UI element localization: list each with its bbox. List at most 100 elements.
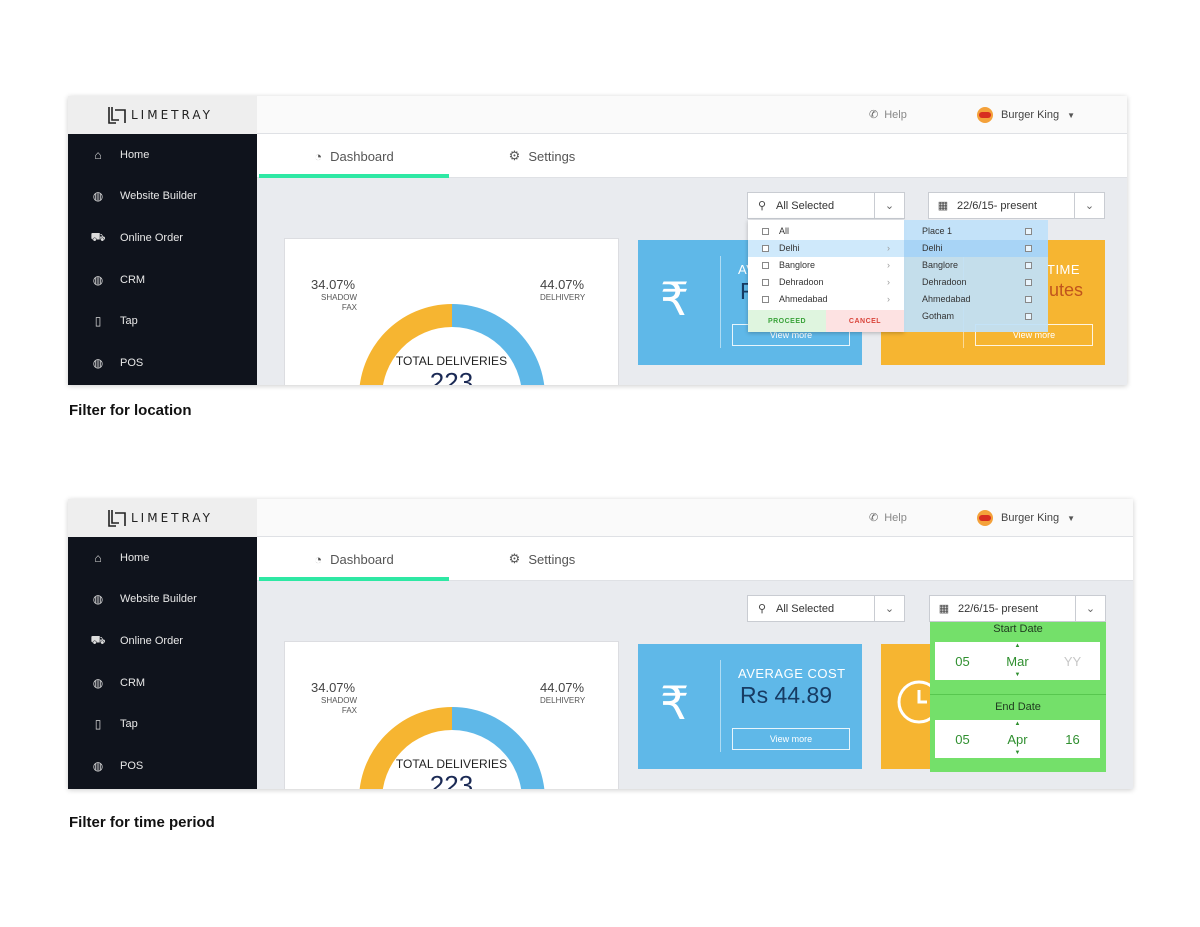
sidebar-item-label: POS xyxy=(120,356,144,369)
date-filter[interactable]: ▦ 22/6/15- present ⌄ xyxy=(928,192,1105,219)
help-link[interactable]: ✆ Help xyxy=(869,108,907,122)
decrement-arrow-icon[interactable]: ▼ xyxy=(1014,672,1021,678)
view-more-button[interactable]: View more xyxy=(732,728,850,750)
sidebar-item-pos[interactable]: ◍ POS xyxy=(68,745,257,787)
donut-slice-delhivery xyxy=(452,707,545,789)
place-option[interactable]: Place 1 xyxy=(904,223,1048,240)
left-percentage: 34.07% xyxy=(311,680,356,695)
sidebar-item-label: Online Order xyxy=(120,634,183,647)
donut-slice-delhivery xyxy=(452,304,545,385)
sidebar-item-online-order[interactable]: ⛟ Online Order xyxy=(68,620,257,662)
place-option[interactable]: Banglore xyxy=(904,257,1048,274)
chevron-down-icon[interactable]: ⌄ xyxy=(1075,596,1105,621)
date-picker-divider xyxy=(930,694,1106,695)
end-month[interactable]: Apr xyxy=(1007,731,1028,747)
account-menu[interactable]: Burger King ▼ xyxy=(977,510,1075,526)
gear-icon: ⚙ xyxy=(508,148,521,163)
sidebar-item-pos[interactable]: ◍ POS xyxy=(68,342,257,384)
phone-icon: ✆ xyxy=(869,512,879,524)
chevron-down-icon[interactable]: ⌄ xyxy=(1074,193,1104,218)
place-label: Delhi xyxy=(922,243,943,254)
sidebar-item-label: Website Builder xyxy=(120,190,197,203)
location-filter[interactable]: ⚲ All Selected ⌄ xyxy=(747,595,905,622)
city-option-ahmedabad[interactable]: Ahmedabad › xyxy=(748,291,904,308)
checkbox[interactable] xyxy=(762,261,769,269)
date-filter[interactable]: ▦ 22/6/15- present ⌄ xyxy=(929,595,1106,622)
start-day[interactable]: 05 xyxy=(955,653,970,669)
tab-dashboard[interactable]: ◔ Dashboard xyxy=(259,134,449,178)
burger-king-logo-icon xyxy=(977,510,993,526)
cancel-button[interactable]: CANCEL xyxy=(826,310,904,332)
sidebar-item-website-builder[interactable]: ◍ Website Builder xyxy=(68,579,257,621)
sidebar-item-website-builder[interactable]: ◍ Website Builder xyxy=(68,176,257,218)
checkbox[interactable] xyxy=(1025,244,1032,252)
chevron-right-icon: › xyxy=(887,277,890,288)
location-filter-value: All Selected xyxy=(776,602,835,615)
chevron-right-icon: › xyxy=(887,294,890,305)
location-dropdown: All Delhi › Banglore › Dehradoon › Ahmedaba… xyxy=(748,220,1048,332)
checkbox[interactable] xyxy=(762,295,769,303)
phone-icon: ▯ xyxy=(94,717,102,732)
increment-arrow-icon[interactable]: ▲ xyxy=(1014,721,1021,727)
sidebar-item-label: Home xyxy=(120,551,150,564)
home-icon: ⌂ xyxy=(94,147,102,162)
tab-settings[interactable]: ⚙ Settings xyxy=(487,134,597,178)
checkbox[interactable] xyxy=(1025,295,1032,303)
logo-text: LIMETRAY xyxy=(131,108,213,122)
end-day[interactable]: 05 xyxy=(955,731,970,747)
sidebar-item-tap[interactable]: ▯ Tap xyxy=(68,300,257,342)
checkbox[interactable] xyxy=(762,278,769,286)
donut-slice-shadowfax xyxy=(359,304,452,385)
chevron-down-icon[interactable]: ⌄ xyxy=(874,596,904,621)
help-link[interactable]: ✆ Help xyxy=(869,511,907,525)
logo[interactable]: LIMETRAY xyxy=(68,96,257,134)
top-bar: ✆ Help Burger King ▼ xyxy=(257,499,1133,537)
end-year[interactable]: 16 xyxy=(1065,731,1080,747)
tab-bar: ◔ Dashboard ⚙ Settings xyxy=(257,134,1127,178)
caption-time-filter: Filter for time period xyxy=(69,814,215,831)
checkbox[interactable] xyxy=(1025,261,1032,269)
city-option-banglore[interactable]: Banglore › xyxy=(748,257,904,274)
place-option[interactable]: Dehradoon xyxy=(904,274,1048,291)
average-cost-card: ₹ AVERAGE COST Rs 44.89 View more xyxy=(638,644,862,769)
city-option-dehradoon[interactable]: Dehradoon › xyxy=(748,274,904,291)
city-option-all[interactable]: All xyxy=(748,223,904,240)
city-option-delhi[interactable]: Delhi › xyxy=(748,240,904,257)
sidebar-item-crm[interactable]: ◍ CRM xyxy=(68,259,257,301)
increment-arrow-icon[interactable]: ▲ xyxy=(1014,643,1021,649)
checkbox[interactable] xyxy=(1025,227,1032,235)
city-label: Dehradoon xyxy=(779,277,824,288)
start-date-label: Start Date xyxy=(993,623,1043,635)
right-percentage: 44.07% xyxy=(540,680,585,695)
sidebar-item-crm[interactable]: ◍ CRM xyxy=(68,662,257,704)
start-year[interactable]: YY xyxy=(1063,653,1082,669)
place-option[interactable]: Ahmedabad xyxy=(904,291,1048,308)
left-percentage: 34.07% xyxy=(311,277,356,292)
account-menu[interactable]: Burger King ▼ xyxy=(977,107,1075,123)
tab-dashboard[interactable]: ◔ Dashboard xyxy=(259,537,449,581)
sidebar-item-home[interactable]: ⌂ Home xyxy=(68,537,257,579)
decrement-arrow-icon[interactable]: ▼ xyxy=(1014,750,1021,756)
proceed-button[interactable]: PROCEED xyxy=(748,310,826,332)
chevron-down-icon[interactable]: ⌄ xyxy=(874,193,904,218)
checkbox[interactable] xyxy=(762,244,769,252)
start-month[interactable]: Mar xyxy=(1006,653,1029,669)
sidebar-item-online-order[interactable]: ⛟ Online Order xyxy=(68,217,257,259)
date-filter-value: 22/6/15- present xyxy=(957,199,1038,212)
sidebar-item-tap[interactable]: ▯ Tap xyxy=(68,703,257,745)
place-option[interactable]: Delhi xyxy=(904,240,1048,257)
sidebar: ⌂ Home ◍ Website Builder ⛟ Online Order ◍ CR… xyxy=(68,134,257,385)
checkbox[interactable] xyxy=(1025,278,1032,286)
place-option[interactable]: Gotham xyxy=(904,308,1048,325)
checkbox[interactable] xyxy=(762,227,769,235)
phone-icon: ✆ xyxy=(869,109,879,121)
location-filter[interactable]: ⚲ All Selected ⌄ xyxy=(747,192,905,219)
sidebar-item-home[interactable]: ⌂ Home xyxy=(68,134,257,176)
cart-icon: ⛟ xyxy=(90,632,106,647)
tab-settings[interactable]: ⚙ Settings xyxy=(487,537,597,581)
tab-label: Dashboard xyxy=(330,148,394,164)
logo[interactable]: LIMETRAY xyxy=(68,499,257,537)
globe-icon: ◍ xyxy=(92,675,104,690)
place-label: Place 1 xyxy=(922,226,953,237)
checkbox[interactable] xyxy=(1025,312,1032,320)
